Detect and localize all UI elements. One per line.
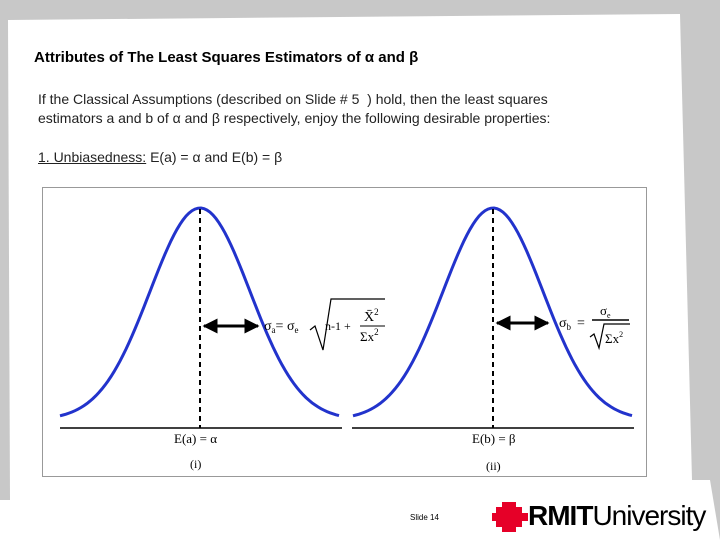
slide-number: Slide 14 — [410, 513, 439, 522]
formula: σb = — [559, 316, 585, 332]
radical — [589, 323, 630, 351]
formula-numerator: σe — [600, 303, 611, 320]
axis-label: E(b) = β — [472, 431, 516, 446]
point: 1. Unbiasedness: E(a) = α and E(b) = β — [38, 149, 282, 165]
curve — [59, 206, 340, 418]
logo-mark — [492, 502, 528, 532]
caption: (i) — [190, 457, 201, 471]
title: Attributes of The Least Squares Estimato… — [34, 49, 419, 66]
point-label: 1. Unbiasedness: — [38, 149, 147, 165]
logo-bold: RMIT — [528, 500, 593, 531]
caption: (ii) — [486, 459, 501, 473]
radical — [309, 298, 385, 351]
figure: σa= σe n-1 + X̄2 Σx2 σb = σe Σx2 E(a) = α… — [42, 187, 647, 477]
formula-denominator: Σx2 — [605, 330, 623, 346]
logo-light: University — [592, 500, 706, 531]
body-line: If the Classical Assumptions (described … — [38, 91, 548, 107]
logo: RMITUniversity — [528, 500, 706, 532]
axis-label: E(a) = α — [174, 431, 217, 446]
formula: σa= σe — [264, 319, 299, 335]
point-text: E(a) = α and E(b) = β — [146, 149, 283, 165]
formula-denominator: Σx2 — [360, 327, 379, 344]
body-line: estimators a and b of α and β respective… — [38, 110, 551, 126]
formula-term: n-1 + — [325, 319, 351, 333]
formula-numerator: X̄2 — [364, 307, 379, 325]
curve — [352, 206, 633, 418]
